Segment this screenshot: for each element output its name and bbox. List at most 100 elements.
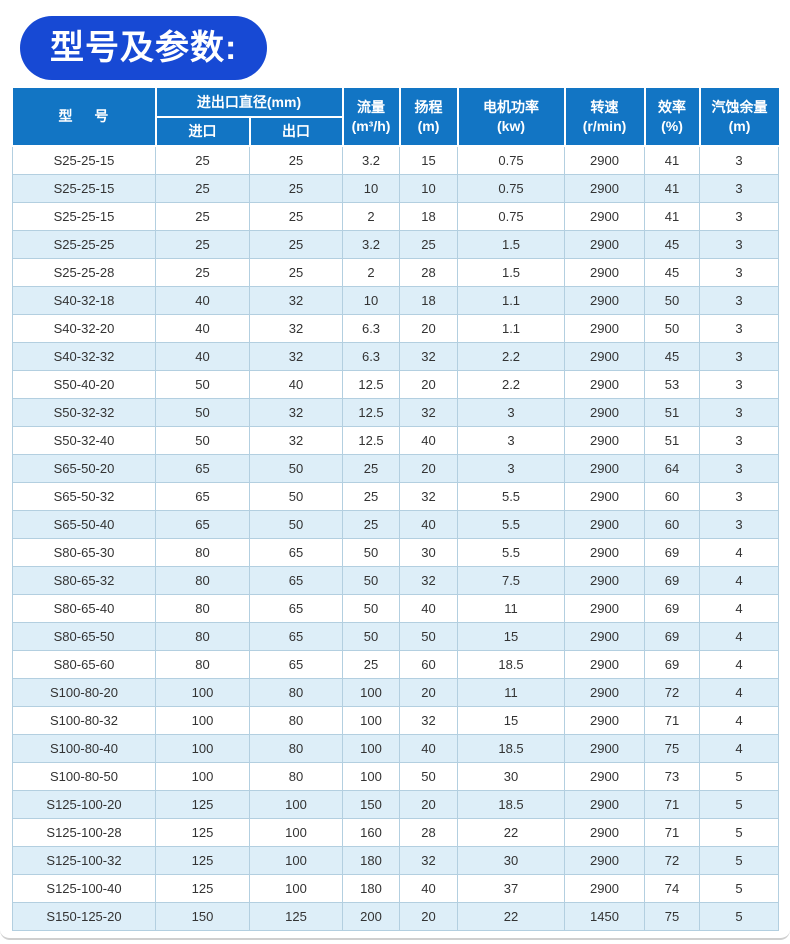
table-row: S80-65-30 80 65 50 30 5.5 2900 69 4 [12, 537, 780, 567]
table-cell: 100 [155, 761, 250, 791]
table-cell: 2 [342, 201, 401, 231]
table-cell: 25 [342, 509, 401, 539]
table-cell: S100-80-32 [12, 705, 156, 735]
table-row: S50-32-40 50 32 12.5 40 3 2900 51 3 [12, 425, 780, 455]
table-cell: 3 [699, 369, 780, 399]
table-cell: 4 [699, 677, 780, 707]
table-cell: 51 [644, 397, 701, 427]
table-cell: 65 [248, 621, 344, 651]
table-cell: 80 [155, 649, 250, 679]
col-header-head-line2: (m) [417, 117, 440, 134]
table-cell: S25-25-15 [12, 201, 156, 231]
table-cell: 60 [644, 509, 701, 539]
table-cell: 50 [342, 565, 401, 595]
table-cell: 25 [248, 145, 344, 175]
card-bottom-border [0, 930, 790, 940]
table-cell: 50 [644, 313, 701, 343]
table-cell: 2 [342, 257, 401, 287]
table-cell: 32 [399, 397, 459, 427]
table-cell: 50 [342, 593, 401, 623]
table-row: S125-100-20 125 100 150 20 18.5 2900 71 5 [12, 789, 780, 819]
table-cell: 3 [457, 425, 566, 455]
table-row: S25-25-28 25 25 2 28 1.5 2900 45 3 [12, 257, 780, 287]
table-cell: 125 [155, 845, 250, 875]
col-header-flow-line1: 流量 [357, 98, 386, 115]
table-cell: 25 [248, 201, 344, 231]
table-cell: S40-32-20 [12, 313, 156, 343]
table-cell: 3 [699, 229, 780, 259]
table-cell: S50-32-40 [12, 425, 156, 455]
table-cell: 10 [399, 173, 459, 203]
table-cell: 74 [644, 873, 701, 903]
table-row: S125-100-28 125 100 160 28 22 2900 71 5 [12, 817, 780, 847]
table-cell: 3 [699, 145, 780, 175]
table-row: S150-125-20 150 125 200 20 22 1450 75 5 [12, 901, 780, 931]
col-header-efficiency: 效率 (%) [643, 88, 701, 147]
table-cell: S150-125-20 [12, 901, 156, 931]
table-cell: 100 [155, 733, 250, 763]
table-cell: S50-40-20 [12, 369, 156, 399]
table-row: S50-40-20 50 40 12.5 20 2.2 2900 53 3 [12, 369, 780, 399]
table-cell: 2900 [564, 509, 646, 539]
table-row: S65-50-32 65 50 25 32 5.5 2900 60 3 [12, 481, 780, 511]
table-cell: 3 [699, 173, 780, 203]
table-cell: 71 [644, 817, 701, 847]
table-cell: 41 [644, 145, 701, 175]
table-cell: 25 [155, 173, 250, 203]
col-header-diameter-group: 进出口直径(mm) [154, 88, 344, 118]
table-cell: 41 [644, 173, 701, 203]
table-cell: 1.5 [457, 257, 566, 287]
table-row: S100-80-20 100 80 100 20 11 2900 72 4 [12, 677, 780, 707]
table-cell: 11 [457, 593, 566, 623]
table-cell: 18.5 [457, 649, 566, 679]
table-cell: 50 [248, 509, 344, 539]
table-cell: 3 [699, 313, 780, 343]
table-cell: 11 [457, 677, 566, 707]
table-cell: 4 [699, 705, 780, 735]
table-cell: 25 [342, 453, 401, 483]
table-cell: 53 [644, 369, 701, 399]
table-cell: 40 [399, 509, 459, 539]
table-row: S40-32-20 40 32 6.3 20 1.1 2900 50 3 [12, 313, 780, 343]
table-cell: 2.2 [457, 341, 566, 371]
table-cell: 80 [248, 677, 344, 707]
table-cell: 0.75 [457, 173, 566, 203]
table-cell: 40 [399, 873, 459, 903]
table-cell: S125-100-40 [12, 873, 156, 903]
table-cell: 5 [699, 901, 780, 931]
table-cell: 3 [699, 201, 780, 231]
table-cell: 71 [644, 705, 701, 735]
table-cell: 65 [155, 509, 250, 539]
page-title: 型号及参数: [20, 16, 268, 80]
table-cell: 20 [399, 453, 459, 483]
table-cell: 100 [342, 761, 401, 791]
table-cell: 4 [699, 565, 780, 595]
table-cell: 4 [699, 649, 780, 679]
col-header-model: 型 号 [12, 88, 157, 147]
table-cell: 6.3 [342, 341, 401, 371]
table-cell: 20 [399, 313, 459, 343]
table-cell: 5.5 [457, 537, 566, 567]
table-cell: 0.75 [457, 201, 566, 231]
table-cell: 69 [644, 593, 701, 623]
table-cell: 75 [644, 733, 701, 763]
table-cell: S100-80-50 [12, 761, 156, 791]
table-cell: 3 [457, 397, 566, 427]
table-cell: 65 [248, 593, 344, 623]
col-header-flow: 流量 (m³/h) [341, 88, 401, 147]
table-cell: 45 [644, 229, 701, 259]
table-cell: 40 [399, 425, 459, 455]
table-cell: 25 [399, 229, 459, 259]
table-cell: S125-100-20 [12, 789, 156, 819]
table-cell: 3 [699, 509, 780, 539]
table-cell: 25 [155, 229, 250, 259]
table-cell: 2900 [564, 761, 646, 791]
table-cell: 100 [248, 817, 344, 847]
table-cell: 40 [155, 313, 250, 343]
table-cell: 2900 [564, 145, 646, 175]
table-cell: 2900 [564, 453, 646, 483]
table-cell: 2900 [564, 593, 646, 623]
table-cell: 10 [342, 285, 401, 315]
table-cell: 12.5 [342, 397, 401, 427]
table-cell: 32 [399, 341, 459, 371]
